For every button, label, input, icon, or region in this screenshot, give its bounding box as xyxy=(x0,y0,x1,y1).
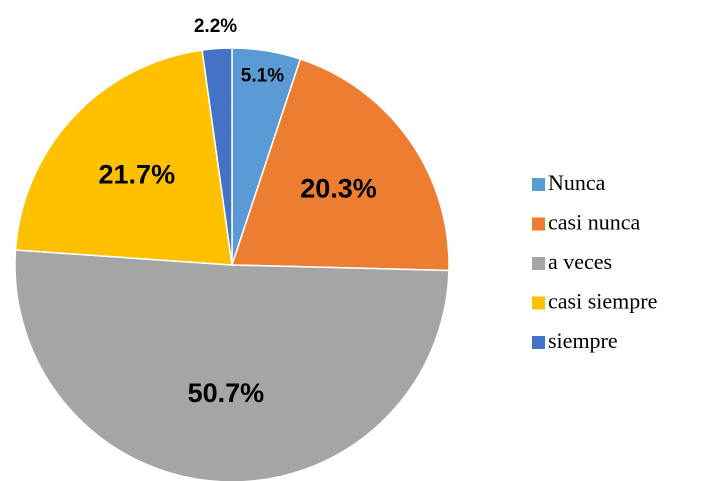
data-label: 21.7% xyxy=(99,159,176,189)
legend-swatch xyxy=(532,336,545,349)
legend-label: casi nunca xyxy=(548,210,640,235)
legend-swatch xyxy=(532,178,545,191)
legend-swatch xyxy=(532,217,545,231)
legend-label: siempre xyxy=(548,328,618,353)
legend-label: a veces xyxy=(548,249,612,274)
pie-slice xyxy=(201,47,233,266)
legend-label: casi siempre xyxy=(548,289,657,314)
pie-slice xyxy=(14,249,450,481)
data-label: 5.1% xyxy=(241,66,284,87)
legend-swatch xyxy=(532,257,545,270)
data-label: 20.3% xyxy=(300,173,377,203)
legend-label: Nunca xyxy=(548,170,606,195)
legend-swatch xyxy=(532,296,545,310)
data-label: 2.2% xyxy=(194,16,237,37)
pie-slice xyxy=(14,49,233,266)
pie-slice xyxy=(230,58,450,272)
data-label: 50.7% xyxy=(188,378,265,408)
